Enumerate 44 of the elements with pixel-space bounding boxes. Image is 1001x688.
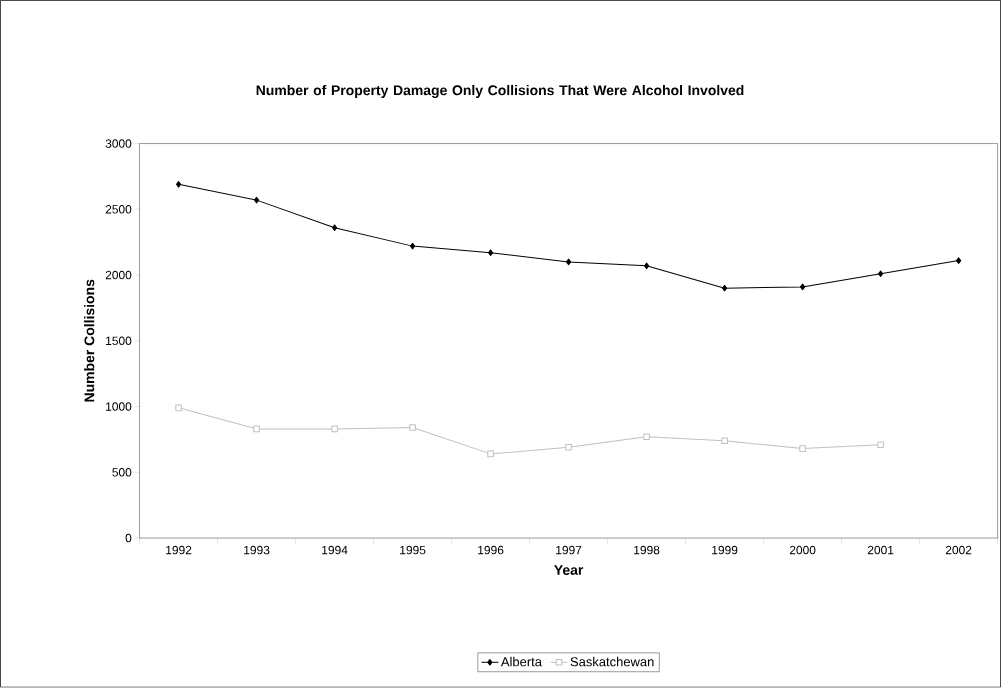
point bbox=[409, 424, 416, 432]
point bbox=[409, 243, 416, 250]
x-tick-label: 1993 bbox=[244, 546, 270, 555]
x-tick-label: 1998 bbox=[634, 546, 660, 555]
point bbox=[565, 444, 572, 451]
y-tick-label: 500 bbox=[112, 468, 132, 477]
x-tick-label: 1995 bbox=[400, 546, 426, 555]
point bbox=[878, 270, 884, 278]
x-tick-label: 1997 bbox=[556, 546, 582, 555]
x-axis-title: Year bbox=[554, 565, 584, 576]
x-tick-label: 1994 bbox=[322, 546, 348, 555]
point bbox=[644, 262, 650, 270]
y-tick-label: 2500 bbox=[105, 205, 132, 214]
point bbox=[799, 445, 806, 453]
legend-label: Saskatchewan bbox=[570, 657, 654, 667]
point bbox=[956, 257, 962, 265]
y-tick-label: 3000 bbox=[105, 139, 132, 148]
point bbox=[877, 441, 884, 449]
x-tick-label: 2000 bbox=[789, 546, 816, 555]
point bbox=[800, 283, 806, 291]
point bbox=[253, 425, 260, 433]
point bbox=[566, 258, 572, 266]
point bbox=[722, 285, 728, 292]
point bbox=[175, 404, 182, 412]
point bbox=[487, 249, 494, 257]
y-axis-title: Number Collisions bbox=[84, 279, 95, 402]
x-tick-label: 1999 bbox=[712, 546, 738, 555]
x-tick-label: 2002 bbox=[945, 546, 972, 555]
point bbox=[331, 224, 338, 232]
chart-title: Number of Property Damage Only Collisions That Were Alcohol Involved bbox=[256, 85, 744, 99]
point bbox=[175, 181, 182, 188]
y-tick-label: 1500 bbox=[106, 336, 132, 346]
point bbox=[253, 196, 260, 204]
y-tick-label: 2000 bbox=[105, 271, 132, 280]
x-tick-label: 1992 bbox=[166, 546, 192, 555]
y-tick-label: 1000 bbox=[106, 402, 132, 411]
point bbox=[643, 433, 650, 441]
x-tick-label: 2001 bbox=[867, 546, 894, 555]
legend-label: Alberta bbox=[500, 657, 542, 667]
x-tick-label: 1996 bbox=[478, 546, 504, 555]
point bbox=[487, 450, 494, 458]
y-tick-label: 0 bbox=[125, 533, 132, 543]
point bbox=[721, 437, 728, 445]
point bbox=[331, 425, 338, 433]
